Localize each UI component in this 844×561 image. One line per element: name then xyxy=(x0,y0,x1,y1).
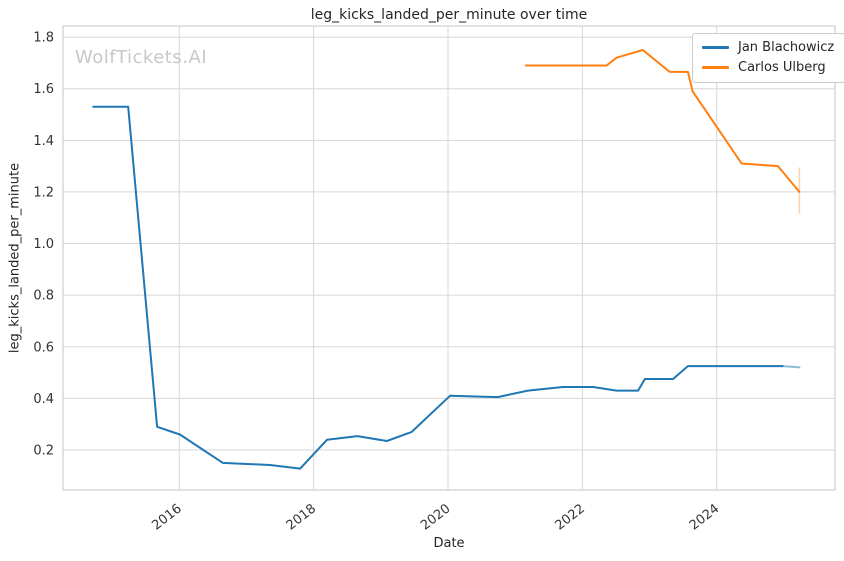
watermark: WolfTickets.AI xyxy=(75,47,208,68)
y-axis-label: leg_kicks_landed_per_minute xyxy=(7,162,23,354)
legend: Jan Blachowicz Carlos Ulberg xyxy=(692,33,844,83)
y-tick-label: 0.2 xyxy=(33,444,54,459)
legend-label-jan-blachowicz: Jan Blachowicz xyxy=(738,40,835,55)
x-tick-label: 2022 xyxy=(553,501,588,533)
plot-border xyxy=(62,25,836,491)
series-line-jan-blachowicz xyxy=(92,105,784,470)
x-tick-label: 2018 xyxy=(284,501,319,533)
x-tick-label: 2020 xyxy=(418,501,453,533)
legend-swatch-carlos-ulberg xyxy=(702,66,729,69)
plot-background xyxy=(63,26,835,490)
legend-item-jan-blachowicz: Jan Blachowicz xyxy=(702,40,834,55)
y-tick-label: 1.4 xyxy=(33,134,54,149)
y-tick-label: 1.0 xyxy=(33,237,54,252)
y-tick-label: 0.6 xyxy=(33,340,54,355)
y-tick-label: 0.4 xyxy=(33,392,54,407)
series-line-tail-jan-blachowicz xyxy=(781,365,801,369)
y-tick-label: 1.2 xyxy=(33,185,54,200)
chart-title: leg_kicks_landed_per_minute over time xyxy=(310,7,588,23)
legend-swatch-jan-blachowicz xyxy=(702,46,729,49)
x-tick-label: 2024 xyxy=(687,501,722,533)
legend-item-carlos-ulberg: Carlos Ulberg xyxy=(702,60,834,75)
legend-label-carlos-ulberg: Carlos Ulberg xyxy=(738,60,826,75)
y-tick-label: 1.6 xyxy=(33,82,54,97)
x-tick-label: 2016 xyxy=(149,501,184,533)
series-line-carlos-ulberg xyxy=(524,49,801,193)
y-tick-label: 0.8 xyxy=(33,289,54,304)
x-axis-label: Date xyxy=(433,536,465,551)
y-tick-label: 1.8 xyxy=(33,31,54,46)
